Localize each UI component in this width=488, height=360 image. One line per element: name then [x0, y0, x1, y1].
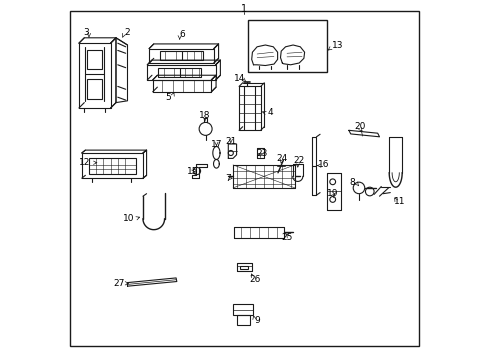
Text: 8: 8: [349, 179, 355, 188]
Text: 16: 16: [318, 161, 329, 170]
Text: 23: 23: [256, 149, 267, 158]
Text: 7: 7: [225, 174, 231, 183]
Text: 6: 6: [179, 30, 185, 39]
Text: 2: 2: [124, 28, 129, 37]
Text: 10: 10: [122, 214, 134, 223]
Text: 22: 22: [293, 156, 304, 165]
Text: 26: 26: [249, 275, 261, 284]
Bar: [158, 68, 201, 77]
Text: 11: 11: [393, 197, 405, 206]
Text: 27: 27: [113, 279, 125, 288]
Text: 5: 5: [165, 93, 171, 102]
Text: 3: 3: [83, 28, 89, 37]
Text: 4: 4: [267, 108, 273, 117]
Bar: [232, 304, 252, 315]
Text: 20: 20: [353, 122, 365, 131]
Text: 21: 21: [224, 137, 236, 146]
Text: 9: 9: [254, 316, 260, 325]
Bar: [87, 79, 102, 99]
Text: 19: 19: [326, 189, 337, 198]
Text: 12: 12: [79, 158, 90, 167]
Text: 24: 24: [276, 153, 287, 163]
Bar: [89, 158, 136, 174]
Text: 25: 25: [281, 233, 292, 242]
Text: 14: 14: [234, 74, 245, 83]
Bar: [240, 266, 247, 269]
Bar: [247, 20, 326, 72]
Bar: [160, 51, 203, 60]
Bar: [87, 50, 102, 69]
Text: 13: 13: [332, 41, 343, 50]
Text: 17: 17: [210, 140, 222, 149]
Text: 1: 1: [241, 4, 247, 14]
Text: 15: 15: [186, 167, 198, 176]
Text: 18: 18: [199, 112, 210, 120]
Bar: [236, 315, 250, 325]
